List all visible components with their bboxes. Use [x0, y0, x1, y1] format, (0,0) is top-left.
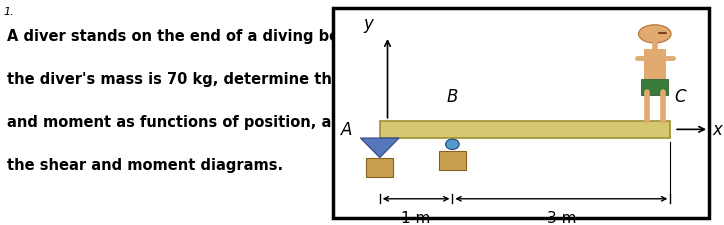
Text: and moment as functions of position, and draw: and moment as functions of position, and… — [7, 115, 398, 130]
Text: 3 m: 3 m — [547, 210, 576, 225]
Bar — [644, 50, 665, 80]
Text: the diver's mass is 70 kg, determine the shear: the diver's mass is 70 kg, determine the… — [7, 72, 393, 87]
Text: x: x — [713, 121, 723, 139]
Bar — [641, 80, 668, 95]
Bar — [380, 121, 670, 138]
Text: A diver stands on the end of a diving board. If: A diver stands on the end of a diving bo… — [7, 29, 389, 44]
Text: A: A — [341, 121, 353, 139]
Text: y: y — [363, 15, 373, 33]
Bar — [439, 151, 466, 170]
Polygon shape — [361, 138, 399, 158]
Bar — [366, 158, 393, 177]
Ellipse shape — [445, 140, 459, 150]
Text: the shear and moment diagrams.: the shear and moment diagrams. — [7, 158, 282, 172]
Circle shape — [639, 26, 671, 44]
Text: 1.: 1. — [4, 7, 14, 17]
Text: B: B — [447, 88, 458, 106]
Text: 1 m: 1 m — [401, 210, 431, 225]
FancyBboxPatch shape — [333, 9, 709, 218]
Text: C: C — [674, 88, 686, 106]
